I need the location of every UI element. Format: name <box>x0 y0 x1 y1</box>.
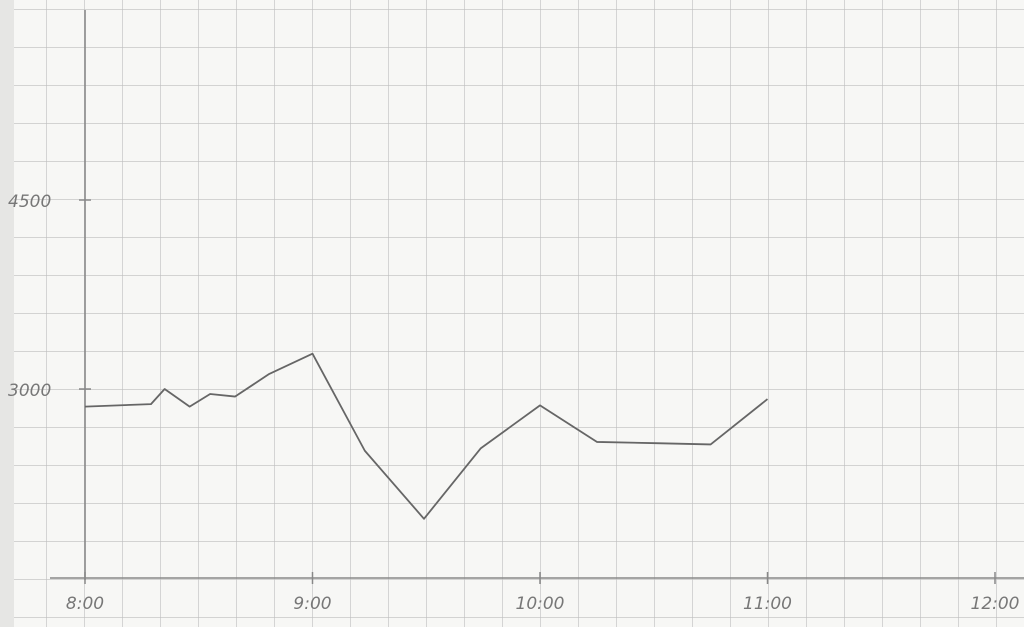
x-tick-label: 11:00 <box>743 594 792 614</box>
x-tick-label: 9:00 <box>293 594 331 614</box>
y-tick-label: 4500 <box>8 192 51 212</box>
x-tick-label: 12:00 <box>971 594 1020 614</box>
x-tick-label: 8:00 <box>66 594 104 614</box>
y-tick-label: 3000 <box>8 381 51 401</box>
line <box>84 352 769 520</box>
paper-edge <box>0 0 14 627</box>
x-tick-label: 10:00 <box>516 594 565 614</box>
